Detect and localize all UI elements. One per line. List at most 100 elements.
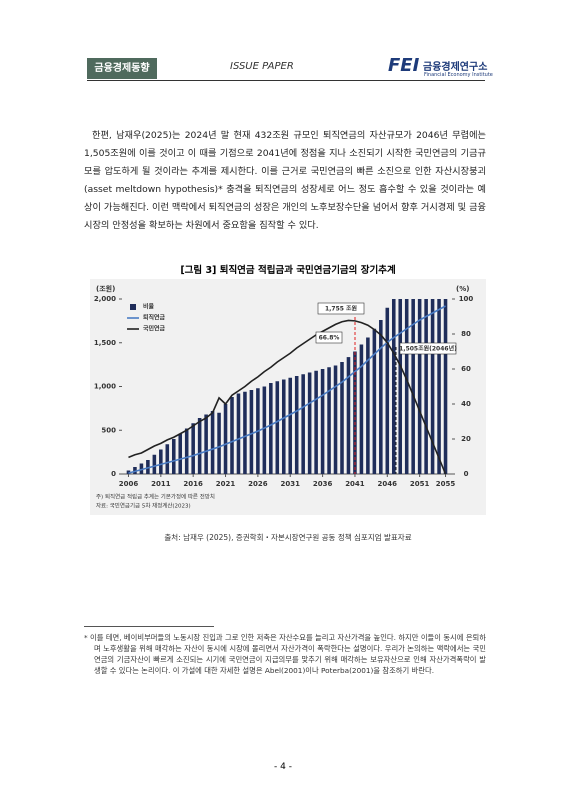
section-tag: 금융경제동향 [87,58,157,79]
x-tick-label: 2031 [280,480,300,488]
x-tick-label: 2036 [313,480,333,488]
y2-tick-label: 100 [459,295,474,303]
bar [340,362,344,474]
logo: FEI [388,55,420,76]
institute: 금융경제연구소 [423,62,488,73]
bar [126,470,131,474]
bar [327,367,331,474]
bar [133,467,137,474]
annotation: 1,505조원(2046년) [399,345,457,353]
bar [269,383,273,474]
bar [191,423,195,474]
annotation-box [399,342,457,355]
bar [320,369,325,474]
bar [159,449,163,474]
y2-tick-label: 60 [461,365,471,373]
bar [404,299,409,474]
annotation: 1,755 조원 [325,305,357,313]
y2-axis-label: (%) [456,285,469,293]
y2-tick-label: 20 [461,435,471,443]
bar [443,299,448,474]
bar [398,299,403,474]
annotation-box [317,302,365,315]
y-tick-label: 1,500 [94,339,116,347]
bar [197,418,202,474]
header-rule [87,80,485,81]
legend-label: 비율 [143,303,155,311]
bar [236,393,241,474]
bar [391,299,396,474]
bar [424,299,428,474]
chart-note: 주) 퇴직연금 적립금 추계는 기본가정에 따른 전망치 [96,493,215,501]
bar [379,320,383,474]
bar [146,460,150,474]
bar [372,328,377,474]
bar [249,390,254,474]
bar [230,397,234,474]
bar [223,404,228,474]
figure-source: 출처: 남재우 (2025), 증권학회・자본시장연구원 공동 정책 심포지엄 … [164,533,412,542]
bar [204,414,208,474]
y2-tick-label: 80 [461,330,471,338]
chart: (조원) (%) 0 500 1,000 1,500 2,000 0 20 40 60 80 100 20… [90,279,486,515]
bar [346,357,351,474]
x-tick-label: 2046 [378,480,398,488]
x-tick-label: 2055 [436,480,456,488]
x-tick-label: 2006 [119,480,139,488]
bar [411,299,415,474]
bar [366,337,370,474]
y-tick-label: 500 [101,426,116,434]
bar [139,463,144,474]
y2-tick-label: 40 [461,400,471,408]
bar [333,365,338,474]
y-tick-label: 0 [111,470,116,478]
bar [217,412,221,474]
paragraph: 한편, 남재우(2025)는 2024년 말 현재 432조원 규모인 퇴직연금… [84,130,487,231]
bar [437,299,441,474]
footnote-rule [84,626,214,627]
bar [294,376,299,474]
legend-label: 퇴직연금 [143,314,166,322]
x-tick-label: 2016 [183,480,203,488]
line [128,305,446,474]
footnote: * 이를 테면, 베이비부머들의 노동시장 진입과 그로 인한 저축은 자산수요… [84,633,486,675]
institute-en: Financial Economy Institute [424,72,493,78]
bar [184,428,189,474]
bar [210,411,215,474]
header-title: ISSUE PAPER [230,61,294,72]
legend-swatch [130,304,136,310]
x-tick-label: 2021 [216,480,236,488]
figure-title: [그림 3] 퇴직연금 적립금과 국민연금기금의 장기추계 [180,265,396,276]
page-number: - 4 - [274,762,292,772]
bar [385,307,390,474]
x-tick-label: 2011 [151,480,171,488]
x-tick-label: 2041 [345,480,365,488]
bar [307,372,312,474]
bar [178,433,183,474]
y-axis-label: (조원) [96,284,115,293]
bar [281,379,286,474]
bar [417,299,422,474]
bar [359,344,364,474]
bar [275,381,280,474]
bar [243,391,247,474]
bar [288,377,293,474]
bar [262,386,267,474]
y-tick-label: 1,000 [94,383,116,391]
legend-label: 국민연금 [143,325,166,333]
y-tick-label: 2,000 [94,295,116,303]
bar [165,444,170,474]
bar [314,370,318,474]
bar [301,374,305,474]
chart-note: 자료: 국민연금기금 5차 재정계산(2023) [96,502,191,510]
annotation: 66.8% [319,335,340,342]
x-tick-label: 2051 [410,480,430,488]
line [128,319,447,475]
bar [430,299,435,474]
bar [171,439,176,474]
annotation-box [315,331,343,344]
bar [152,454,157,474]
y2-tick-label: 0 [464,470,469,478]
x-tick-label: 2026 [248,480,268,488]
